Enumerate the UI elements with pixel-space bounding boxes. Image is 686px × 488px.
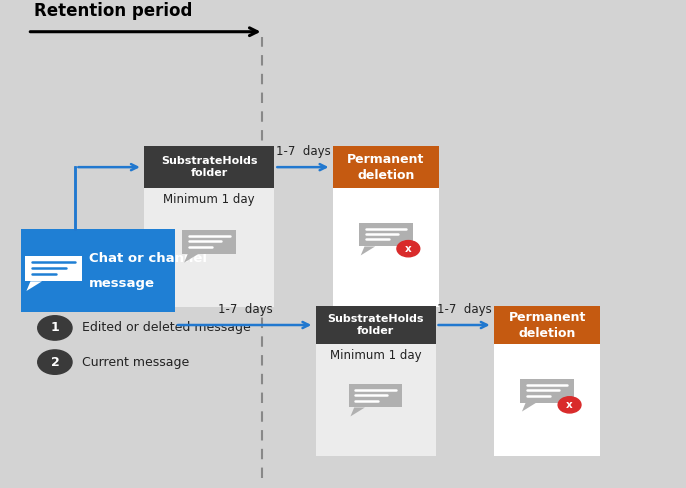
Text: message: message <box>89 277 155 289</box>
Bar <box>316 344 436 456</box>
Text: 1-7  days: 1-7 days <box>276 145 331 158</box>
Bar <box>333 146 439 188</box>
Bar <box>25 256 82 282</box>
Bar <box>316 306 436 344</box>
Text: 1-7  days: 1-7 days <box>218 303 272 316</box>
Text: Chat or channel: Chat or channel <box>89 252 207 265</box>
Bar <box>144 188 274 307</box>
Text: Minimum 1 day: Minimum 1 day <box>330 349 421 362</box>
Bar <box>144 146 274 188</box>
Polygon shape <box>522 403 536 411</box>
Bar <box>348 384 402 407</box>
Bar <box>494 306 600 344</box>
Text: Retention period: Retention period <box>34 1 193 20</box>
Text: 2: 2 <box>51 356 59 368</box>
Text: SubstrateHolds
folder: SubstrateHolds folder <box>327 314 424 336</box>
Circle shape <box>38 316 72 340</box>
Text: x: x <box>405 244 412 254</box>
Bar <box>359 223 412 246</box>
Bar <box>182 230 236 254</box>
Circle shape <box>397 241 420 257</box>
Text: Current message: Current message <box>82 356 189 368</box>
Circle shape <box>558 397 581 413</box>
Text: Permanent
deletion: Permanent deletion <box>508 310 586 340</box>
Bar <box>333 188 439 307</box>
Text: Minimum 1 day: Minimum 1 day <box>163 193 255 206</box>
Polygon shape <box>27 282 42 291</box>
Polygon shape <box>351 407 365 416</box>
Text: Permanent
deletion: Permanent deletion <box>347 153 425 182</box>
Bar <box>521 379 573 403</box>
Polygon shape <box>361 246 375 255</box>
Bar <box>21 229 175 312</box>
Text: x: x <box>566 400 573 410</box>
Circle shape <box>38 350 72 374</box>
Text: Edited or deleted message: Edited or deleted message <box>82 322 251 334</box>
Text: 1: 1 <box>51 322 59 334</box>
Bar <box>494 344 600 456</box>
Text: SubstrateHolds
folder: SubstrateHolds folder <box>161 156 257 178</box>
Polygon shape <box>184 254 198 263</box>
Text: 1-7  days: 1-7 days <box>438 303 492 316</box>
